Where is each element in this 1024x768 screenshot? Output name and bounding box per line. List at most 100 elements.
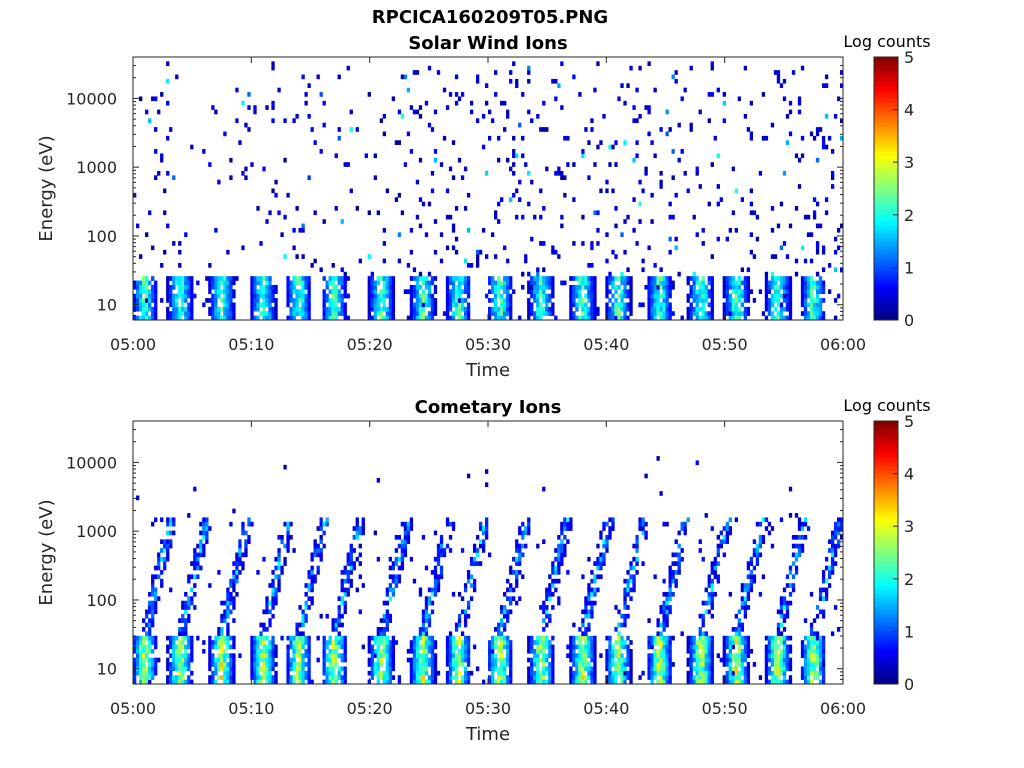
heatmap-cell (617, 302, 621, 308)
heatmap-cell (614, 315, 618, 321)
heatmap-cell (770, 122, 775, 128)
heatmap-cell (334, 276, 338, 281)
heatmap-cell (734, 315, 738, 321)
heatmap-cell (626, 670, 630, 676)
heatmap-cell (554, 170, 558, 176)
heatmap-cell (238, 548, 242, 553)
heatmap-cell (557, 556, 561, 562)
colorbar-segment (874, 176, 898, 181)
heatmap-cell (668, 293, 672, 299)
heatmap-cell (145, 657, 149, 663)
heatmap-cell (572, 293, 576, 299)
heatmap-cell (163, 543, 167, 549)
heatmap-cell (373, 530, 377, 536)
heatmap-cell (635, 118, 639, 124)
heatmap-cell (463, 258, 468, 264)
heatmap-cell (494, 662, 498, 667)
heatmap-cell (518, 122, 522, 128)
heatmap-cell (728, 591, 732, 597)
heatmap-cell (460, 596, 465, 602)
heatmap-cell (806, 644, 811, 650)
heatmap-cell (728, 679, 732, 685)
heatmap-cell (590, 263, 594, 268)
heatmap-cell (701, 600, 705, 606)
heatmap-cell (454, 675, 459, 680)
heatmap-cell (328, 640, 332, 645)
heatmap-cell (256, 293, 260, 299)
heatmap-cell (626, 653, 630, 658)
heatmap-cell (671, 662, 675, 667)
heatmap-cell (229, 670, 233, 676)
heatmap-cell (172, 293, 176, 299)
heatmap-cell (725, 284, 729, 290)
heatmap-cell (406, 315, 411, 321)
heatmap-cell (665, 662, 669, 667)
heatmap-cell (172, 644, 176, 650)
heatmap-cell (271, 118, 275, 124)
heatmap-cell (509, 609, 513, 615)
heatmap-cell (463, 583, 468, 588)
heatmap-cell (445, 675, 450, 680)
heatmap-cell (469, 100, 474, 106)
heatmap-cell (421, 679, 426, 685)
heatmap-cell (821, 675, 826, 680)
x-tick-label: 06:00 (820, 699, 866, 718)
heatmap-cell (151, 276, 155, 281)
heatmap-cell (746, 605, 751, 610)
heatmap-cell (497, 670, 501, 676)
colorbar-segment (874, 568, 898, 574)
heatmap-cell (746, 640, 751, 645)
heatmap-cell (157, 556, 161, 562)
heatmap-cell (623, 679, 627, 685)
heatmap-cell (578, 644, 582, 650)
heatmap-cell (563, 543, 567, 549)
heatmap-cell (430, 666, 435, 672)
heatmap-cell (298, 311, 302, 316)
heatmap-cell (472, 587, 477, 593)
heatmap-cell (295, 627, 299, 632)
heatmap-cell (623, 289, 627, 294)
heatmap-cell (821, 613, 826, 619)
heatmap-cell (566, 517, 570, 523)
heatmap-cell (596, 556, 600, 562)
heatmap-cell (587, 140, 591, 145)
heatmap-cell (710, 591, 714, 597)
heatmap-cell (725, 539, 729, 545)
heatmap-cell (539, 276, 543, 281)
heatmap-cell (265, 657, 269, 663)
heatmap-cell (644, 284, 648, 290)
heatmap-cell (433, 556, 438, 562)
heatmap-cell (256, 648, 260, 654)
heatmap-cell (773, 254, 778, 259)
heatmap-cell (779, 311, 784, 316)
heatmap-cell (157, 657, 161, 663)
heatmap-cell (608, 298, 612, 303)
heatmap-cell (271, 570, 275, 575)
heatmap-cell (710, 61, 714, 67)
heatmap-cell (593, 280, 597, 286)
heatmap-cell (265, 635, 269, 641)
heatmap-cell (445, 289, 450, 294)
heatmap-cell (626, 302, 630, 308)
heatmap-cell (776, 298, 781, 303)
heatmap-cell (424, 100, 429, 106)
heatmap-cell (175, 675, 179, 680)
heatmap-cell (334, 648, 338, 654)
heatmap-cell (704, 600, 708, 606)
heatmap-cell (232, 679, 236, 685)
heatmap-cell (481, 548, 486, 553)
heatmap-cell (307, 298, 311, 303)
heatmap-cell (806, 526, 811, 531)
heatmap-cell (659, 609, 663, 615)
heatmap-cell (803, 258, 808, 264)
heatmap-cell (445, 214, 450, 220)
heatmap-cell (710, 587, 714, 593)
heatmap-cell (716, 201, 720, 207)
heatmap-cell (445, 657, 450, 663)
heatmap-cell (166, 289, 170, 294)
heatmap-cell (512, 289, 516, 294)
heatmap-cell (803, 517, 808, 523)
heatmap-cell (578, 280, 582, 286)
heatmap-cell (322, 293, 326, 299)
